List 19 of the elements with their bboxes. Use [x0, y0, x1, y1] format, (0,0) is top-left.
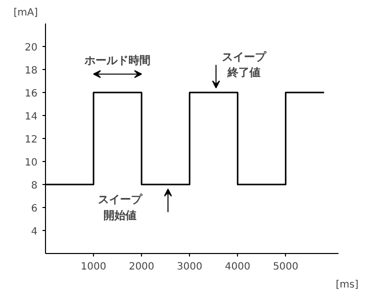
x-tick-label: 2000 [128, 262, 154, 272]
y-tick-label: 14 [24, 112, 38, 122]
annotation: ホールド時間 [84, 54, 151, 68]
y-axis-title: [mA] [14, 8, 38, 18]
x-tick-label: 1000 [80, 262, 106, 272]
annotation: スイープ開始値 [98, 193, 143, 222]
y-tick-label: 12 [24, 134, 38, 146]
y-tick-label: 18 [24, 66, 38, 76]
y-tick-label: 4 [31, 226, 38, 238]
annotation: スイープ終了値 [222, 50, 268, 80]
y-tick-label: 6 [31, 204, 38, 214]
y-tick-label: 20 [24, 42, 38, 54]
x-tick-label: 5000 [272, 262, 298, 272]
x-tick-label: 3000 [176, 262, 202, 272]
y-tick-label: 8 [31, 180, 38, 192]
y-tick-label: 10 [24, 158, 38, 168]
x-tick-label: 4000 [224, 262, 250, 272]
y-tick-label: 16 [24, 88, 38, 100]
x-axis-title: [ms] [336, 280, 359, 290]
